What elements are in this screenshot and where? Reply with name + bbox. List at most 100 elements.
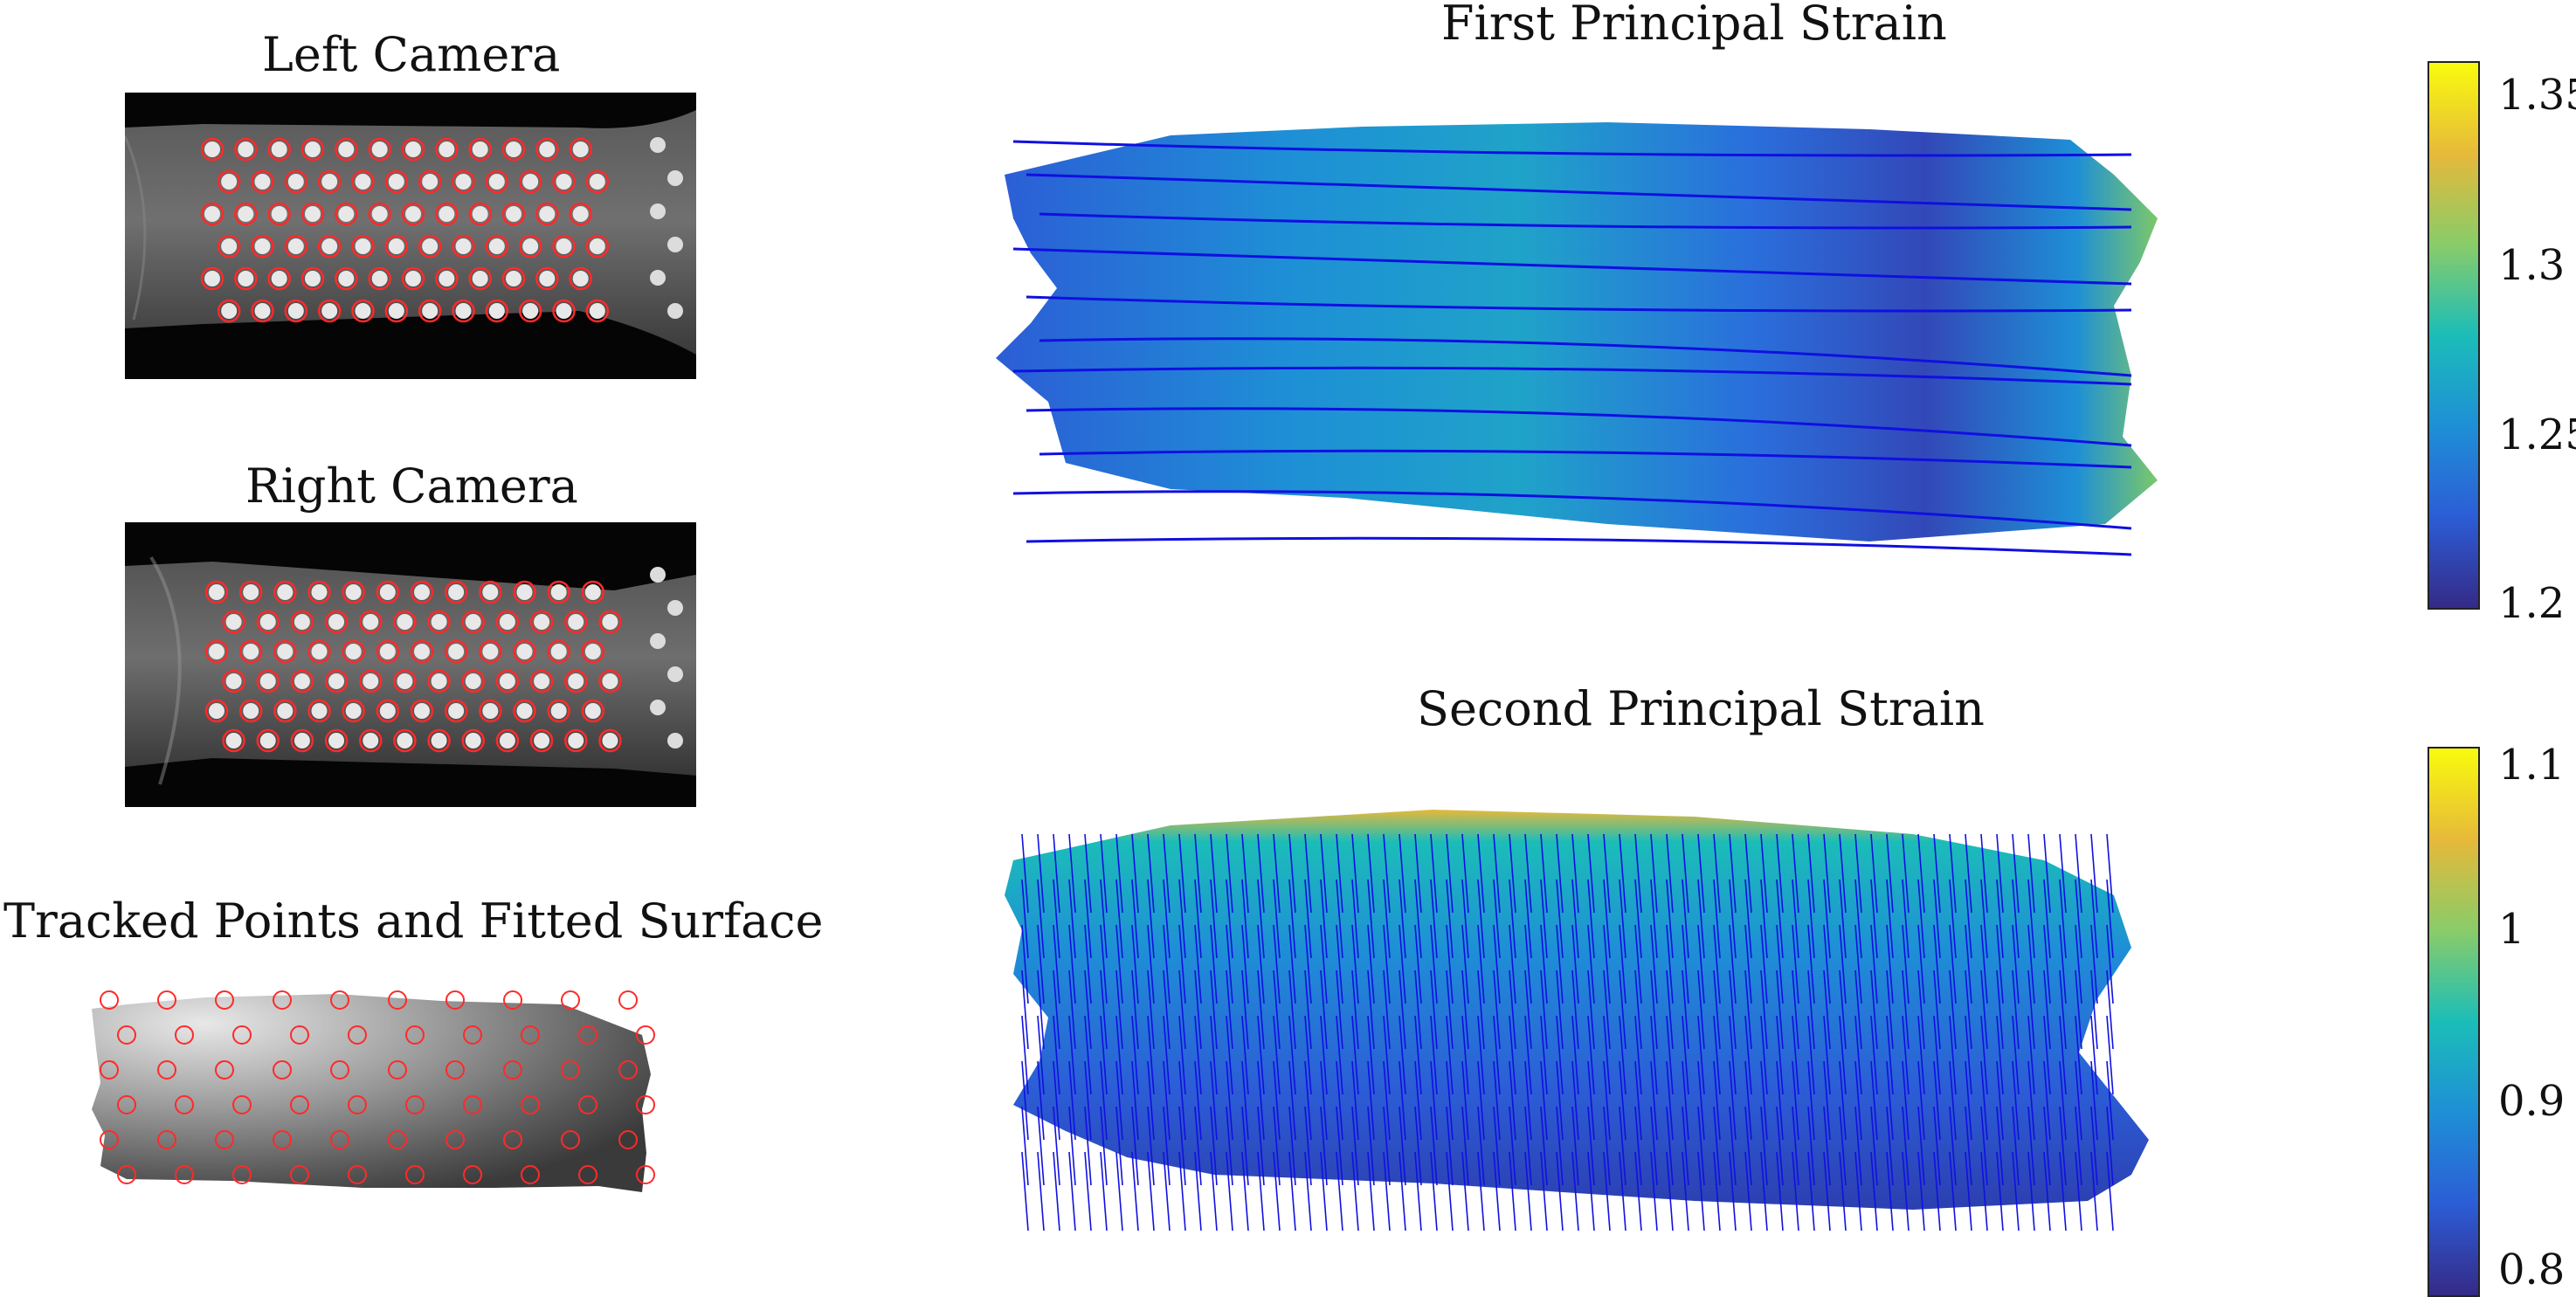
tracking-dot [431,733,447,749]
principal-direction-line [1933,879,1941,959]
tracking-marker [461,728,485,753]
tracking-marker [359,728,383,753]
principal-direction-line [1288,1106,1296,1186]
principal-direction-line [1996,1060,2004,1141]
tracking-dot [277,644,294,659]
principal-direction-line [1839,1151,1847,1231]
principal-direction-line [1540,1106,1548,1186]
principal-direction-line [1949,1060,1957,1141]
tracking-marker [569,266,592,291]
principal-direction-line [1320,879,1328,959]
tracking-dot [363,673,379,689]
principal-direction-line [1026,173,2132,211]
tracking-dot [568,614,584,630]
tracked-point-marker [175,1025,194,1045]
tracking-marker [435,266,459,291]
principal-direction-line [1210,1151,1218,1231]
principal-direction-line [1273,924,1281,1004]
principal-direction-line [2090,969,2098,1050]
principal-direction-line [1839,833,1847,914]
principal-direction-line [1053,879,1060,959]
tracked-point-marker [405,1025,425,1045]
principal-direction-line [1115,924,1123,1004]
principal-direction-line [1320,1151,1328,1231]
principal-direction-line [1351,879,1359,959]
principal-direction-line [1807,924,1815,1004]
tracking-dot [439,141,455,157]
principal-direction-line [1367,969,1375,1050]
principal-direction-line [1477,924,1485,1004]
tracking-dot [499,733,515,749]
principal-direction-line [1713,969,1721,1050]
principal-direction-line [1886,833,1894,914]
principal-direction-line [1854,969,1862,1050]
principal-direction-line [1398,924,1406,1004]
tracking-dot [328,733,345,749]
principal-direction-line [1241,833,1249,914]
tracking-marker [290,728,314,753]
tracking-marker [284,234,308,259]
tracking-dot [506,141,521,157]
principal-direction-line [1336,879,1343,959]
tracked-point-marker [290,1095,309,1114]
tracked-point-marker [273,1130,292,1149]
tracking-marker [393,669,417,693]
tracking-marker [547,699,570,723]
tracking-dot [522,238,539,254]
principal-direction-line [1461,1060,1469,1141]
principal-direction-line [1949,924,1957,1004]
tracking-marker [581,580,605,604]
principal-direction-line [1304,879,1312,959]
principal-direction-line [2090,833,2098,914]
first-strain-colorbar [2428,61,2480,610]
principal-direction-line [1729,1060,1737,1141]
principal-direction-line [1729,1106,1737,1186]
principal-direction-line [2059,1060,2067,1141]
principal-direction-line [1587,1015,1595,1095]
tracking-dot [539,206,556,222]
principal-direction-line [1949,969,1957,1050]
principal-direction-line [1226,1060,1233,1141]
tracking-dot [355,238,371,254]
principal-direction-line [1493,1106,1501,1186]
tracking-marker [479,699,502,723]
tracking-marker [376,639,400,664]
principal-direction-line [1446,1106,1454,1186]
tracking-dot [568,733,584,749]
tracking-marker [552,169,576,194]
principal-direction-line [1012,140,2132,157]
principal-direction-line [1257,1060,1265,1141]
tracking-marker [581,699,605,723]
principal-direction-line [1320,833,1328,914]
tracked-point-marker [561,1130,580,1149]
tracking-dot [277,703,294,719]
principal-direction-line [1012,490,2132,530]
principal-direction-line [1226,833,1233,914]
tracking-marker [335,266,358,291]
principal-direction-line [1603,1106,1611,1186]
tracking-marker [552,299,576,323]
principal-direction-line [1241,1060,1249,1141]
principal-direction-line [2106,924,2114,1004]
tracking-marker [234,202,258,226]
principal-direction-line [1241,924,1249,1004]
principal-direction-line [1807,969,1815,1050]
principal-direction-line [1666,1015,1674,1095]
tracking-marker [495,728,520,753]
principal-direction-line [1039,212,2132,230]
principal-direction-line [1697,969,1705,1050]
principal-direction-line [1336,1151,1343,1231]
principal-direction-line [1351,833,1359,914]
principal-direction-line [1336,969,1343,1050]
principal-direction-line [1147,1151,1155,1231]
principal-direction-line [1902,924,1910,1004]
principal-direction-line [1304,924,1312,1004]
principal-direction-line [1053,924,1060,1004]
principal-direction-line [1870,924,1878,1004]
tracking-dot [572,271,589,286]
tracking-dot [522,303,539,319]
principal-direction-line [1288,924,1296,1004]
principal-direction-line [1147,924,1155,1004]
tracking-dot [534,733,550,749]
principal-direction-line [1556,833,1564,914]
